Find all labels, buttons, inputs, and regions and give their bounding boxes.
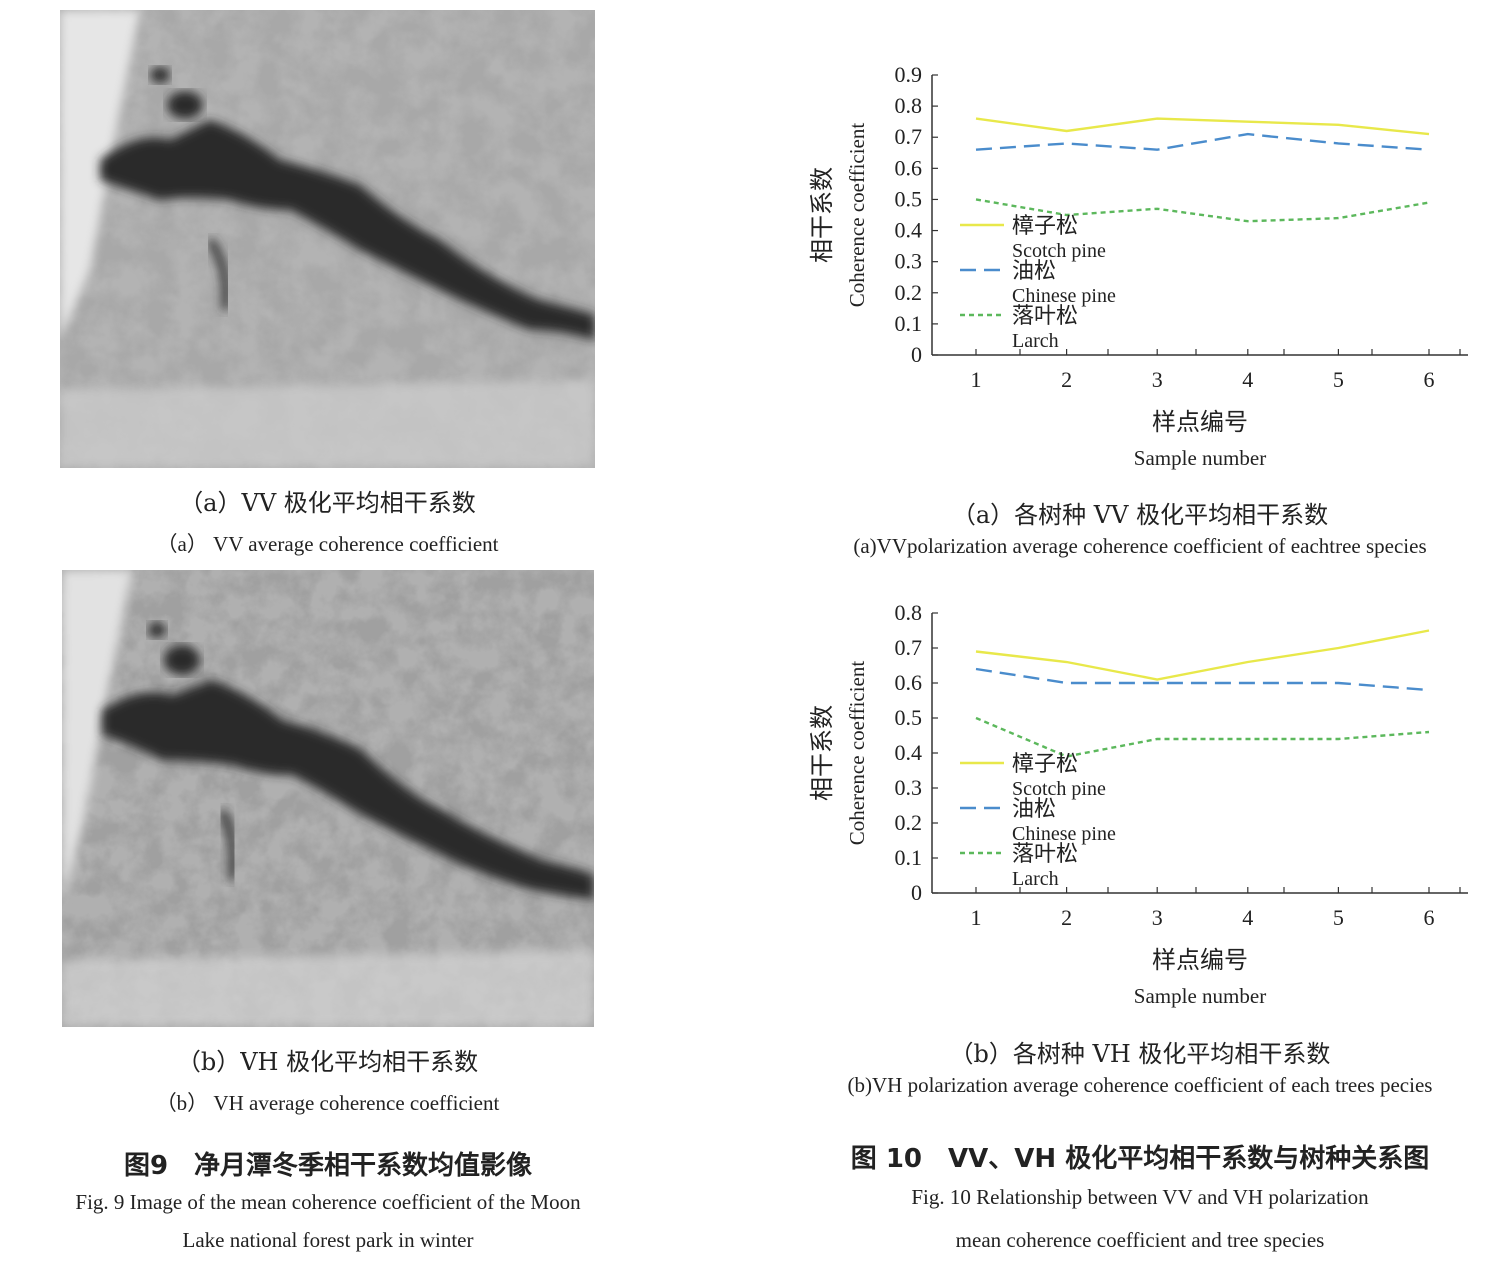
series-line	[975, 667, 1430, 692]
legend-label-en: Scotch pine	[1012, 778, 1106, 800]
x-axis-label-en: Sample number	[1134, 984, 1266, 1008]
series-line	[975, 716, 1430, 758]
vv-coherence-image	[60, 10, 595, 468]
x-tick-label: 1	[971, 905, 982, 930]
fig9-panel-b-caption-cn: （b）VH 极化平均相干系数	[176, 1048, 479, 1076]
series-line	[975, 132, 1430, 151]
legend-label-cn: 樟子松	[1012, 213, 1078, 238]
legend-label-en: Scotch pine	[1012, 240, 1106, 262]
vv-coherence-image-art	[60, 10, 595, 468]
chart-vv: 0 0.1 0.2 0.3 0.4 0.5 0.6 0.7 0.8 0.9 1 2 3 4 5 6 样点编号 Sa…	[800, 50, 1490, 470]
y-tick-label: 0.6	[895, 670, 923, 695]
series-line	[975, 629, 1430, 681]
legend-label-en: Chinese pine	[1012, 285, 1116, 307]
fig10-title-en-line2: mean coherence coefficient and tree spec…	[955, 1228, 1325, 1252]
y-axis-label-en: Coherence coefficient	[845, 123, 869, 308]
series-line	[975, 117, 1430, 136]
series-line	[975, 198, 1430, 223]
vh-coherence-image-art	[62, 570, 594, 1027]
fig9-panel-b-caption-en: （b） VH average coherence coefficient	[155, 1091, 500, 1115]
fig10-panel-a-caption-cn: （a）各树种 VV 极化平均相干系数	[951, 501, 1329, 529]
x-tick-label: 3	[1152, 905, 1163, 930]
y-tick-label: 0.7	[895, 124, 923, 149]
x-tick-label: 6	[1424, 905, 1435, 930]
y-tick-label: 0.1	[895, 845, 923, 870]
x-tick-label: 2	[1061, 905, 1072, 930]
legend-label-cn: 油松	[1012, 796, 1056, 821]
y-tick-label: 0.7	[895, 635, 923, 660]
vh-coherence-image	[62, 570, 594, 1027]
fig10-panel-b-caption-en: (b)VH polarization average coherence coe…	[847, 1073, 1433, 1097]
fig9-panel-a-caption-en: （a） VV average coherence coefficient	[156, 532, 499, 556]
x-tick-label: 5	[1333, 367, 1344, 392]
fig10-panel-b-caption-cn: （b）各树种 VH 极化平均相干系数	[949, 1040, 1331, 1068]
fig9-title-en-line1: Fig. 9 Image of the mean coherence coeff…	[75, 1190, 581, 1214]
fig9-title-en-line2: Lake national forest park in winter	[182, 1228, 474, 1252]
x-tick-label: 3	[1152, 367, 1163, 392]
y-tick-label: 0.4	[895, 740, 923, 765]
y-tick-label: 0.8	[895, 93, 923, 118]
fig10-panel-a-caption-en: (a)VVpolarization average coherence coef…	[853, 534, 1427, 558]
x-tick-label: 4	[1242, 905, 1253, 930]
y-tick-label: 0.6	[895, 155, 923, 180]
y-tick-label: 0	[911, 342, 922, 367]
y-axis-label-cn: 相干系数	[809, 705, 836, 801]
fig10-title-en-line1: Fig. 10 Relationship between VV and VH p…	[911, 1185, 1369, 1209]
y-tick-label: 0.2	[895, 280, 923, 305]
legend-label-cn: 落叶松	[1012, 303, 1078, 328]
y-tick-label: 0.3	[895, 775, 923, 800]
legend-label-en: Larch	[1012, 868, 1059, 890]
x-tick-label: 5	[1333, 905, 1344, 930]
y-tick-label: 0.5	[895, 705, 923, 730]
y-tick-label: 0.8	[895, 600, 923, 625]
y-tick-label: 0.4	[895, 218, 923, 243]
fig10-title-cn: 图 10 VV、VH 极化平均相干系数与树种关系图	[850, 1144, 1430, 1174]
y-axis-label-cn: 相干系数	[809, 167, 836, 263]
fig9-title-cn: 图9 净月潭冬季相干系数均值影像	[123, 1151, 533, 1181]
x-tick-label: 4	[1242, 367, 1253, 392]
y-tick-label: 0.2	[895, 810, 923, 835]
y-tick-label: 0.9	[895, 62, 923, 87]
y-tick-label: 0	[911, 880, 922, 905]
chart-vv-svg: 0 0.1 0.2 0.3 0.4 0.5 0.6 0.7 0.8 0.9 1 2 3 4 5 6 样点编号 Sa…	[809, 62, 1468, 470]
legend-label-cn: 油松	[1012, 258, 1056, 283]
legend-label-en: Larch	[1012, 330, 1059, 352]
y-axis-label-en: Coherence coefficient	[845, 661, 869, 846]
x-tick-label: 6	[1424, 367, 1435, 392]
x-tick-label: 2	[1061, 367, 1072, 392]
x-axis-label-cn: 样点编号	[1152, 409, 1248, 436]
x-axis-label-cn: 样点编号	[1152, 947, 1248, 974]
x-axis-label-en: Sample number	[1134, 446, 1266, 470]
y-tick-label: 0.5	[895, 186, 923, 211]
chart-vh: 0 0.1 0.2 0.3 0.4 0.5 0.6 0.7 0.8 1 2 3 4 5 6 样点编号 Sampl…	[800, 588, 1490, 1008]
fig9-panel-a-caption-cn: （a）VV 极化平均相干系数	[179, 489, 476, 517]
y-tick-label: 0.1	[895, 311, 923, 336]
chart-vh-svg: 0 0.1 0.2 0.3 0.4 0.5 0.6 0.7 0.8 1 2 3 4 5 6 样点编号 Sampl…	[809, 600, 1468, 1008]
legend-label-cn: 樟子松	[1012, 751, 1078, 776]
y-tick-label: 0.3	[895, 249, 923, 274]
legend-label-en: Chinese pine	[1012, 823, 1116, 845]
legend-label-cn: 落叶松	[1012, 841, 1078, 866]
x-tick-label: 1	[971, 367, 982, 392]
